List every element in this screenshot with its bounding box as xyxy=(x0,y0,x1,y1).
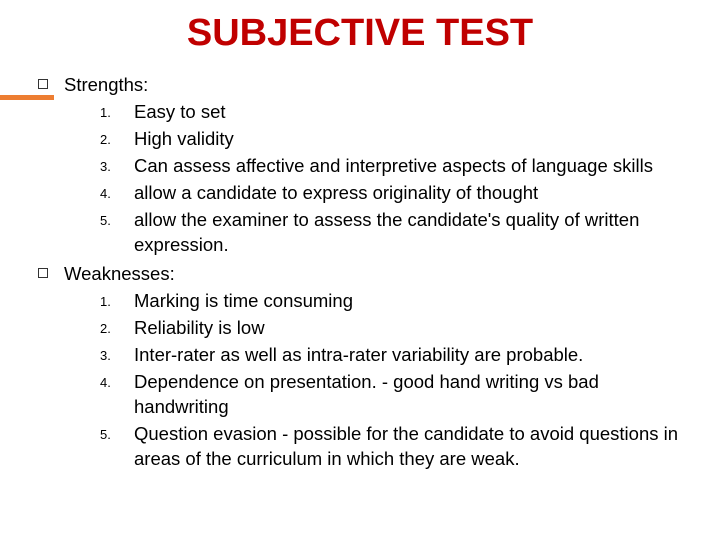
section-strengths: Strengths: 1. Easy to set 2. High validi… xyxy=(38,73,682,258)
item-text: Inter-rater as well as intra-rater varia… xyxy=(134,343,682,368)
item-text: allow the examiner to assess the candida… xyxy=(134,208,682,258)
item-number: 3. xyxy=(100,154,134,176)
slide-title: SUBJECTIVE TEST xyxy=(0,0,720,73)
slide-content: Strengths: 1. Easy to set 2. High validi… xyxy=(0,73,720,472)
item-text: Can assess affective and interpretive as… xyxy=(134,154,682,179)
list-item: 1. Marking is time consuming xyxy=(100,289,682,314)
item-text: allow a candidate to express originality… xyxy=(134,181,682,206)
item-number: 2. xyxy=(100,127,134,149)
section-title: Weaknesses: xyxy=(64,262,175,287)
item-number: 4. xyxy=(100,370,134,392)
square-bullet-icon xyxy=(38,79,48,89)
accent-bar xyxy=(0,95,54,100)
item-text: Marking is time consuming xyxy=(134,289,682,314)
list-item: 2. High validity xyxy=(100,127,682,152)
section-header: Weaknesses: xyxy=(38,262,682,287)
strengths-list: 1. Easy to set 2. High validity 3. Can a… xyxy=(38,100,682,258)
item-number: 4. xyxy=(100,181,134,203)
list-item: 4. allow a candidate to express original… xyxy=(100,181,682,206)
item-number: 5. xyxy=(100,422,134,444)
section-header: Strengths: xyxy=(38,73,682,98)
item-number: 1. xyxy=(100,289,134,311)
item-text: Question evasion - possible for the cand… xyxy=(134,422,682,472)
item-text: High validity xyxy=(134,127,682,152)
item-number: 5. xyxy=(100,208,134,230)
list-item: 3. Inter-rater as well as intra-rater va… xyxy=(100,343,682,368)
item-text: Dependence on presentation. - good hand … xyxy=(134,370,682,420)
list-item: 3. Can assess affective and interpretive… xyxy=(100,154,682,179)
list-item: 1. Easy to set xyxy=(100,100,682,125)
list-item: 5. Question evasion - possible for the c… xyxy=(100,422,682,472)
square-bullet-icon xyxy=(38,268,48,278)
item-text: Easy to set xyxy=(134,100,682,125)
item-number: 2. xyxy=(100,316,134,338)
list-item: 4. Dependence on presentation. - good ha… xyxy=(100,370,682,420)
section-title: Strengths: xyxy=(64,73,148,98)
section-weaknesses: Weaknesses: 1. Marking is time consuming… xyxy=(38,262,682,472)
weaknesses-list: 1. Marking is time consuming 2. Reliabil… xyxy=(38,289,682,472)
item-number: 1. xyxy=(100,100,134,122)
list-item: 2. Reliability is low xyxy=(100,316,682,341)
list-item: 5. allow the examiner to assess the cand… xyxy=(100,208,682,258)
item-number: 3. xyxy=(100,343,134,365)
item-text: Reliability is low xyxy=(134,316,682,341)
